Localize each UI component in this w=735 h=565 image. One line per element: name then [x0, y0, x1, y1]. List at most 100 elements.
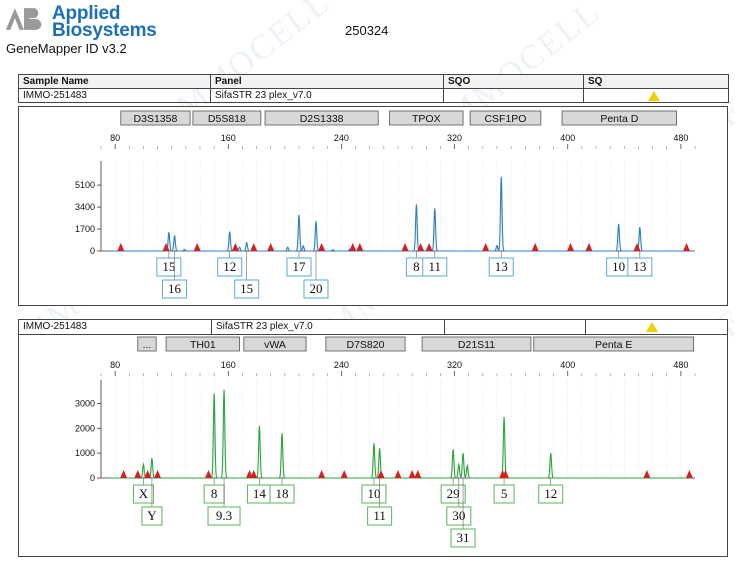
- size-standard-marker: [162, 243, 170, 251]
- size-standard-marker: [120, 470, 128, 478]
- column-header-sqo: SQO: [443, 74, 584, 89]
- green-panel-panel-name[interactable]: SifaSTR 23 plex_v7.0: [212, 320, 445, 334]
- locus-bar: [192, 110, 262, 126]
- locus-label: ...: [143, 339, 152, 351]
- green-panel-sample-name[interactable]: IMMO-251483: [19, 320, 212, 334]
- allele-call-box: [141, 506, 163, 526]
- allele-call-box: [207, 506, 241, 526]
- software-version: GeneMapper ID v3.2: [6, 41, 127, 56]
- allele-call-box: [446, 506, 472, 526]
- green-panel-sq-cell: [586, 320, 727, 334]
- allele-call-label: 8: [211, 486, 218, 501]
- allele-call-box: [361, 484, 387, 504]
- locus-bar: [120, 110, 191, 126]
- allele-call-label: 10: [612, 259, 625, 274]
- x-tick-label: 160: [221, 360, 236, 370]
- size-standard-marker: [144, 470, 152, 478]
- allele-call-box: [440, 484, 466, 504]
- x-tick-label: 400: [560, 133, 575, 143]
- locus-bar: [325, 336, 406, 352]
- brand-name-line2: Biosystems: [52, 20, 157, 41]
- column-header-panel: Panel: [210, 74, 444, 89]
- sample-name-cell[interactable]: IMMO-251483: [18, 88, 211, 103]
- locus-bar: [561, 110, 678, 126]
- locus-label: TH01: [190, 339, 216, 351]
- allele-call-label: 15: [240, 281, 253, 296]
- locus-label: vWA: [264, 339, 286, 351]
- locus-label: TPOX: [412, 113, 441, 125]
- warning-icon[interactable]: [646, 322, 658, 332]
- table-row[interactable]: IMMO-251483 SifaSTR 23 plex_v7.0: [18, 88, 729, 103]
- x-tick-label: 320: [447, 360, 462, 370]
- green-panel-sample-row: IMMO-251483 SifaSTR 23 plex_v7.0: [19, 320, 727, 335]
- blue-dye-panel: D3S1358 D5S818 D2S1338 TPOX CSF1PO Penta D 80 1…: [18, 106, 728, 306]
- allele-call-label: 14: [253, 486, 267, 501]
- size-standard-marker: [231, 243, 239, 251]
- column-header-sq: SQ: [583, 74, 729, 89]
- size-standard-marker: [318, 243, 326, 251]
- y-tick-label: 0: [90, 246, 95, 256]
- size-standard-marker: [117, 243, 125, 251]
- y-tick-label: 2000: [75, 423, 95, 433]
- locus-bar: [264, 110, 379, 126]
- applied-biosystems-logo-icon: [5, 8, 42, 30]
- allele-call-box: [162, 279, 188, 299]
- allele-call-label: 11: [373, 508, 386, 523]
- allele-call-label: 31: [457, 530, 470, 545]
- size-standard-marker: [154, 470, 162, 478]
- x-tick-label: 320: [447, 133, 462, 143]
- locus-label: D3S1358: [134, 113, 178, 125]
- size-standard-marker: [531, 243, 539, 251]
- y-tick-label: 1000: [75, 448, 95, 458]
- y-tick-label: 0: [90, 473, 95, 483]
- blue-electropherogram[interactable]: D3S1358 D5S818 D2S1338 TPOX CSF1PO Penta D80 1…: [19, 107, 727, 305]
- size-standard-marker: [193, 243, 201, 251]
- sq-cell: [583, 88, 729, 103]
- x-tick-label: 480: [673, 360, 688, 370]
- allele-call-label: 13: [633, 259, 646, 274]
- allele-call-label: 12: [544, 486, 557, 501]
- size-standard-marker: [267, 243, 275, 251]
- y-tick-label: 1700: [75, 224, 95, 234]
- size-standard-marker: [356, 243, 364, 251]
- size-standard-marker: [377, 470, 385, 478]
- brand-name-line1: Applied: [52, 3, 121, 24]
- size-standard-marker: [685, 470, 693, 478]
- panel-cell[interactable]: SifaSTR 23 plex_v7.0: [210, 88, 444, 103]
- allele-call-box: [156, 257, 182, 277]
- locus-bar: [469, 110, 542, 126]
- allele-call-label: 18: [276, 486, 289, 501]
- size-standard-marker: [349, 243, 357, 251]
- allele-call-box: [269, 484, 295, 504]
- x-tick-label: 80: [110, 133, 120, 143]
- locus-label: Penta E: [595, 339, 632, 351]
- warning-icon[interactable]: [648, 91, 660, 101]
- column-header-sample-name: Sample Name: [18, 74, 211, 89]
- size-standard-marker: [643, 470, 651, 478]
- size-standard-marker: [250, 243, 258, 251]
- size-standard-marker: [417, 243, 425, 251]
- locus-bar: [165, 336, 240, 352]
- sqo-cell: [443, 88, 584, 103]
- sample-table-header: Sample Name Panel SQO SQ: [18, 74, 729, 89]
- green-electropherogram[interactable]: ... TH01 vWA D7S820 D21S11 Penta E80 160 240 320…: [19, 320, 727, 556]
- allele-call-label: 11: [429, 259, 442, 274]
- allele-call-label: 29: [447, 486, 460, 501]
- allele-call-box: [422, 257, 448, 277]
- allele-call-box: [450, 528, 476, 548]
- allele-call-box: [488, 257, 514, 277]
- allele-call-box: [234, 279, 260, 299]
- allele-call-box: [367, 506, 393, 526]
- locus-bar: [533, 336, 694, 352]
- size-standard-marker: [401, 243, 409, 251]
- size-standard-marker: [408, 470, 416, 478]
- locus-label: D21S11: [458, 339, 495, 351]
- locus-label: CSF1PO: [484, 113, 526, 125]
- size-standard-marker: [585, 243, 593, 251]
- green-panel-sqo-cell: [445, 320, 586, 334]
- allele-call-label: Y: [147, 508, 157, 523]
- allele-call-box: [493, 484, 515, 504]
- size-standard-marker: [633, 243, 641, 251]
- size-standard-marker: [567, 243, 575, 251]
- x-tick-label: 240: [334, 133, 349, 143]
